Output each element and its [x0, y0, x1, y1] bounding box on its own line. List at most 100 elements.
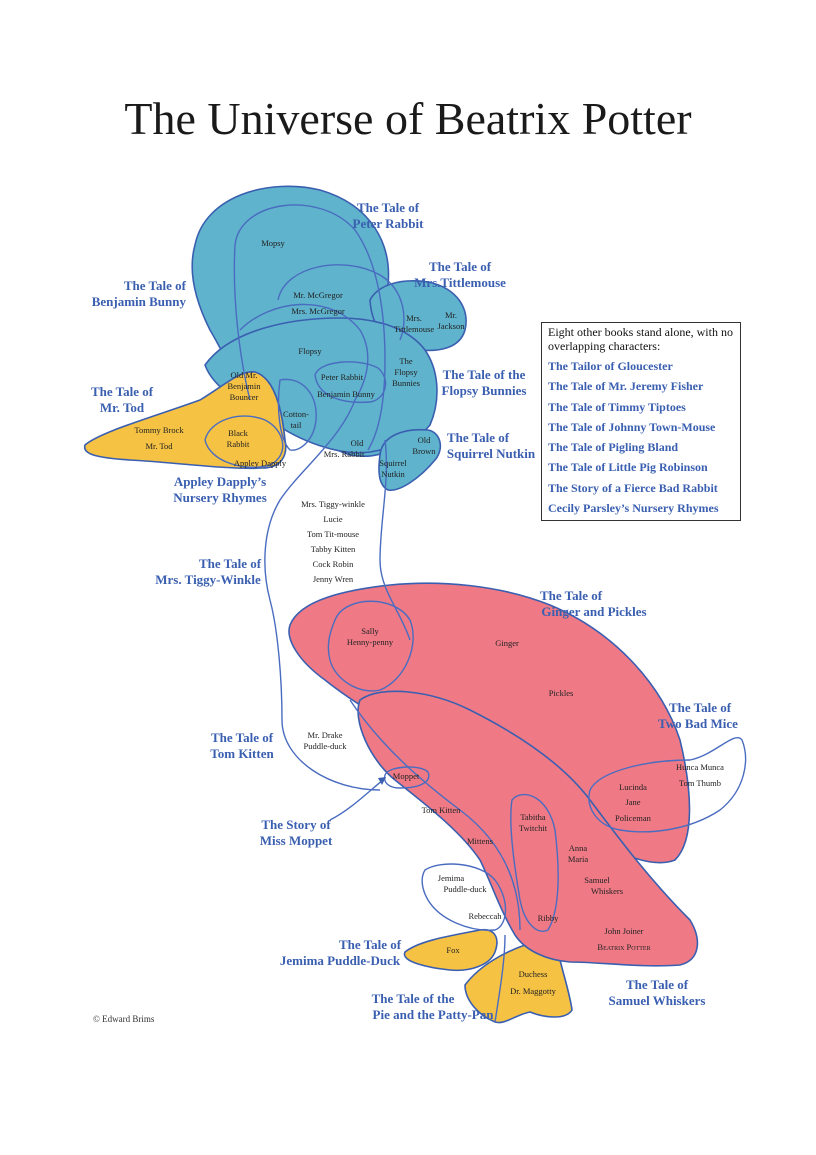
char-tommy-brock: Tommy Brock	[134, 425, 184, 435]
yellow-regions	[84, 371, 573, 1024]
char-moppet: Moppet	[393, 771, 420, 781]
char-pickles: Pickles	[549, 688, 574, 698]
standalone-book: Cecily Parsley’s Nursery Rhymes	[548, 501, 719, 516]
char-jemima: Jemima Puddle-duck	[438, 873, 487, 894]
char-rebeccah: Rebeccah	[468, 911, 502, 921]
region-squirrel-nutkin	[378, 428, 442, 491]
char-mr-drake: Mr. Drake Puddle-duck	[304, 730, 348, 751]
standalone-book: The Tale of Mr. Jeremy Fisher	[548, 379, 704, 394]
outline-sally	[327, 600, 414, 692]
standalone-book: The Tale of Little Pig Robinson	[548, 460, 708, 475]
char-ribby: Ribby	[538, 913, 560, 923]
book-label-jemima: The Tale of	[339, 937, 402, 952]
region-fox	[403, 928, 498, 972]
char-policeman: Policeman	[615, 813, 652, 823]
char-peter-rabbit: Peter Rabbit	[321, 372, 364, 382]
page-title: The Universe of Beatrix Potter	[124, 93, 692, 144]
char-mopsy: Mopsy	[261, 238, 285, 248]
outline-peter-rabbit	[234, 204, 386, 451]
book-label-tom-kitten: The Tale of	[211, 730, 274, 745]
char-tiggy-list: Mrs. Tiggy-winkle Lucie Tom Tit-mouse Tabby…	[301, 499, 365, 584]
miss-moppet-arrow	[329, 777, 386, 821]
outline-cottontail	[277, 378, 317, 451]
outline-jemima	[421, 863, 507, 931]
char-duchess: Duchess	[519, 969, 548, 979]
char-mrs-tittlemouse: Mrs. Tittlemouse	[394, 313, 435, 334]
outline-mr-tod-inner	[204, 415, 284, 468]
char-fox: Fox	[446, 945, 460, 955]
char-tom-thumb: Tom Thumb	[679, 778, 721, 788]
book-label-appley-dapply: Appley Dapply’s	[174, 474, 266, 489]
book-label-miss-moppet: The Story of	[261, 817, 331, 832]
outline-two-bad-mice	[588, 737, 747, 833]
outline-tiggy-right	[379, 439, 411, 641]
outline-pie-left	[494, 934, 506, 1023]
char-cottontail: Cotton-tail	[283, 409, 309, 430]
char-beatrix-potter: Beatrix Potter	[597, 942, 650, 952]
char-dr-maggotty: Dr. Maggotty	[510, 986, 557, 996]
copyright: © Edward Brims	[93, 1014, 155, 1024]
char-mittens: Mittens	[467, 836, 493, 846]
char-john-joiner: John Joiner	[605, 926, 644, 936]
outline-moppet	[383, 766, 430, 789]
standalone-book: The Tale of Johnny Town-Mouse	[548, 419, 716, 434]
char-old-brown: Old Brown	[412, 435, 436, 456]
character-labels: Mopsy Mr. McGregor Mrs. McGregor Mrs. Tit…	[134, 238, 724, 996]
outline-tom-kitten	[349, 699, 521, 931]
book-label-squirrel-nutkin: The Tale of	[447, 430, 510, 445]
outline-mcgregor	[277, 264, 405, 341]
char-hunca-munca: Hunca Munca	[676, 762, 724, 772]
char-squirrel-nutkin: Squirrel Nutkin	[379, 458, 407, 479]
blue-regions	[191, 185, 467, 491]
book-label-mrs-tiggy-winkle: The Tale of	[199, 556, 262, 571]
region-samuel-whiskers	[357, 690, 699, 967]
standalone-books-box: Eight other books stand alone, with no o…	[541, 322, 741, 521]
char-mr-jackson: Mr. Jackson	[438, 310, 466, 331]
outline-peter-benjamin	[314, 361, 387, 404]
book-label-flopsy-bunnies: The Tale of the	[443, 367, 526, 382]
char-lucinda: Lucinda	[619, 782, 647, 792]
standalone-book: The Tailor of Gloucester	[548, 359, 673, 373]
book-labels: The Tale of Peter Rabbit The Tale of Mrs.T…	[91, 200, 738, 1022]
outline-tiggy-winkle	[239, 303, 381, 791]
char-appley-dapply: Appley Dapply	[234, 458, 287, 468]
outline-curves	[204, 204, 747, 1023]
outline-benjamin-left	[233, 244, 251, 401]
char-tom-kitten: Tom Kitten	[422, 805, 462, 815]
standalone-book: The Tale of Pigling Bland	[548, 440, 679, 455]
book-label-mr-tod: The Tale of	[91, 384, 154, 399]
char-samuel-whiskers: Samuel Whiskers	[584, 875, 623, 896]
char-old-mr-benjamin-bouncer: Old Mr. Benjamin Bouncer	[227, 370, 261, 402]
char-old-mrs-rabbit: Old Mrs. Rabbit	[324, 438, 365, 459]
char-mrs-mcgregor: Mrs. McGregor	[291, 306, 345, 316]
book-label-samuel-whiskers: The Tale of	[626, 977, 689, 992]
char-benjamin-bunny: Benjamin Bunny	[317, 389, 376, 399]
char-mr-tod: Mr. Tod	[145, 441, 173, 451]
char-sally-henny-penny: Sally Henny-penny	[347, 626, 394, 647]
char-black-rabbit: Black Rabbit	[227, 428, 250, 449]
standalone-intro: Eight other books stand alone, with no o…	[548, 325, 733, 353]
char-flopsy: Flopsy	[298, 346, 322, 356]
outline-tabitha	[510, 793, 559, 932]
book-label-benjamin-bunny: The Tale of	[124, 278, 187, 293]
region-mr-tod	[84, 371, 287, 470]
standalone-book: The Story of a Fierce Bad Rabbit	[548, 480, 718, 495]
char-anna-maria: Anna Maria	[568, 843, 589, 864]
standalone-book: The Tale of Timmy Tiptoes	[548, 399, 686, 414]
book-label-mrs-tittlemouse: The Tale of	[429, 259, 492, 274]
